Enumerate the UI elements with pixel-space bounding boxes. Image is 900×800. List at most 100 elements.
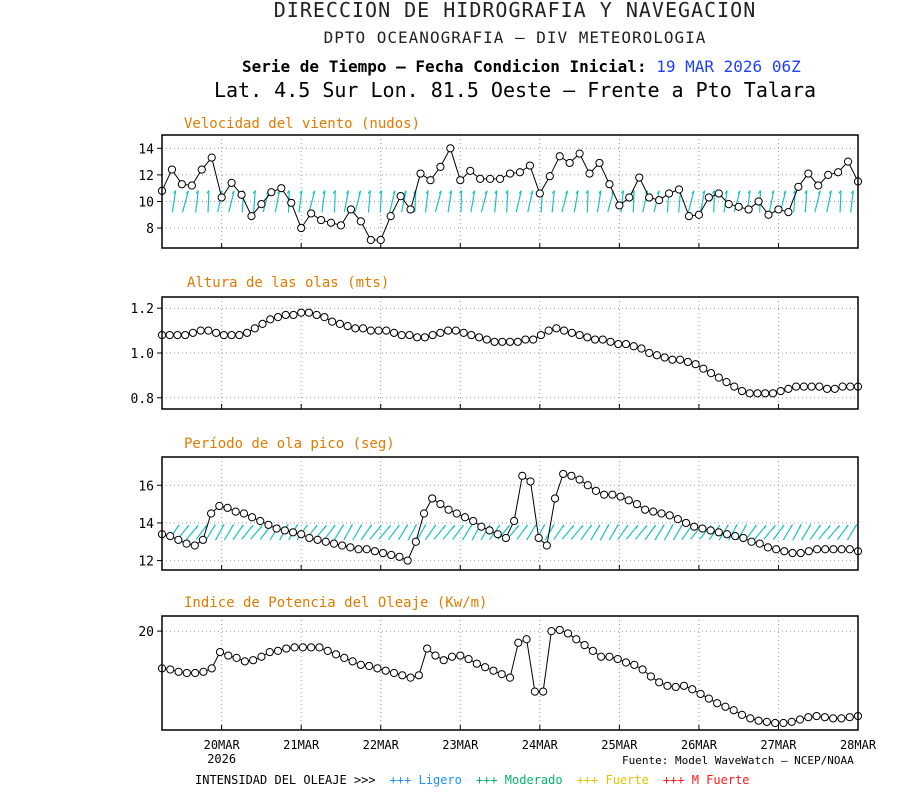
direction-arrow-head (744, 524, 748, 528)
data-point (616, 492, 625, 501)
data-point (323, 646, 332, 655)
data-point (366, 235, 375, 245)
direction-arrow-head (772, 525, 776, 529)
data-point (754, 197, 763, 206)
data-point (780, 547, 789, 556)
data-point (521, 335, 530, 344)
x-tick-label: 24MAR (522, 738, 559, 752)
data-point (166, 532, 175, 541)
data-point (787, 717, 796, 726)
data-point (272, 524, 281, 533)
data-point (273, 313, 283, 322)
direction-arrow-head (783, 190, 787, 195)
y-tick-label: 1.2 (131, 302, 154, 317)
data-point (737, 710, 747, 719)
direction-arrow-head (631, 190, 635, 194)
data-point (460, 513, 470, 522)
data-point (706, 526, 715, 535)
data-point (481, 663, 490, 672)
data-point (382, 326, 391, 335)
data-point (731, 532, 740, 541)
direction-arrow-head (580, 525, 584, 529)
data-point (374, 326, 383, 335)
legend-item-fuerte: +++ Fuerte (576, 773, 649, 787)
data-point (456, 176, 465, 185)
direction-arrow-head (195, 525, 199, 529)
direction-arrow (494, 190, 498, 213)
data-point (567, 471, 576, 480)
direction-arrow (515, 190, 522, 213)
data-point (536, 330, 546, 340)
direction-arrow-head (332, 190, 336, 194)
direction-arrow-head (460, 524, 464, 529)
data-point (614, 339, 623, 349)
data-point (351, 324, 360, 333)
direction-arrow (470, 190, 476, 213)
direction-arrow-head (598, 190, 602, 194)
data-point (223, 503, 232, 512)
data-point (583, 333, 592, 342)
x-tick-label: 23MAR (442, 738, 479, 752)
direction-arrow-head (691, 190, 695, 195)
data-point (814, 181, 823, 190)
data-point (771, 718, 780, 728)
data-point (815, 382, 824, 391)
data-point (173, 330, 182, 340)
direction-arrow (298, 190, 303, 213)
direction-arrow-head (589, 524, 593, 529)
data-point (469, 516, 478, 526)
data-point (343, 322, 352, 331)
x-tick-label: 28MAR (840, 738, 877, 752)
y-tick-label: 1.0 (131, 347, 154, 362)
direction-arrow-head (525, 524, 528, 529)
legend-item-ligero: +++ Ligero (389, 773, 462, 787)
data-point (389, 328, 399, 337)
data-point (721, 702, 730, 711)
data-point (277, 184, 286, 193)
data-point (665, 511, 674, 520)
data-point (190, 541, 199, 550)
direction-arrow-head (252, 190, 256, 194)
page-subtitle: DPTO OCEANOGRAFIA – DIV METEOROLOGIA (323, 28, 707, 47)
direction-arrow-head (173, 190, 177, 194)
x-tick-label: 20MAR (204, 738, 241, 752)
data-point (239, 509, 248, 518)
direction-arrow-head (358, 190, 362, 195)
direction-arrow (687, 190, 695, 213)
direction-arrow-head (635, 525, 639, 529)
legend-item-muy-fuerte: +++ M Fuerte (662, 773, 750, 787)
y-tick-label: 12 (138, 555, 154, 570)
data-point (199, 667, 208, 676)
data-point (645, 193, 654, 202)
data-point (204, 326, 213, 335)
direction-arrow-head (561, 524, 565, 529)
data-point (529, 335, 538, 344)
direction-arrow-head (615, 524, 619, 528)
data-point (526, 477, 535, 486)
direction-arrow (804, 190, 808, 213)
direction-arrow-head (433, 524, 437, 529)
data-point (501, 533, 511, 543)
direction-arrow-head (206, 190, 210, 194)
direction-arrow (506, 190, 509, 213)
data-point (197, 165, 206, 174)
direction-arrow-head (392, 190, 396, 195)
data-point (547, 627, 556, 636)
data-point (694, 210, 704, 219)
data-point (724, 200, 733, 209)
direction-arrow-head (505, 190, 509, 194)
data-point (747, 537, 756, 546)
data-point (235, 330, 244, 340)
direction-arrow (389, 190, 396, 213)
direction-arrow (171, 190, 177, 213)
data-point (474, 333, 484, 342)
data-point (212, 328, 221, 337)
data-point (188, 328, 198, 337)
data-point (340, 653, 349, 662)
data-point (779, 718, 788, 728)
direction-arrow (768, 190, 775, 213)
data-point (605, 652, 614, 661)
data-point (804, 169, 813, 178)
data-point (370, 547, 379, 556)
data-point (664, 189, 674, 198)
